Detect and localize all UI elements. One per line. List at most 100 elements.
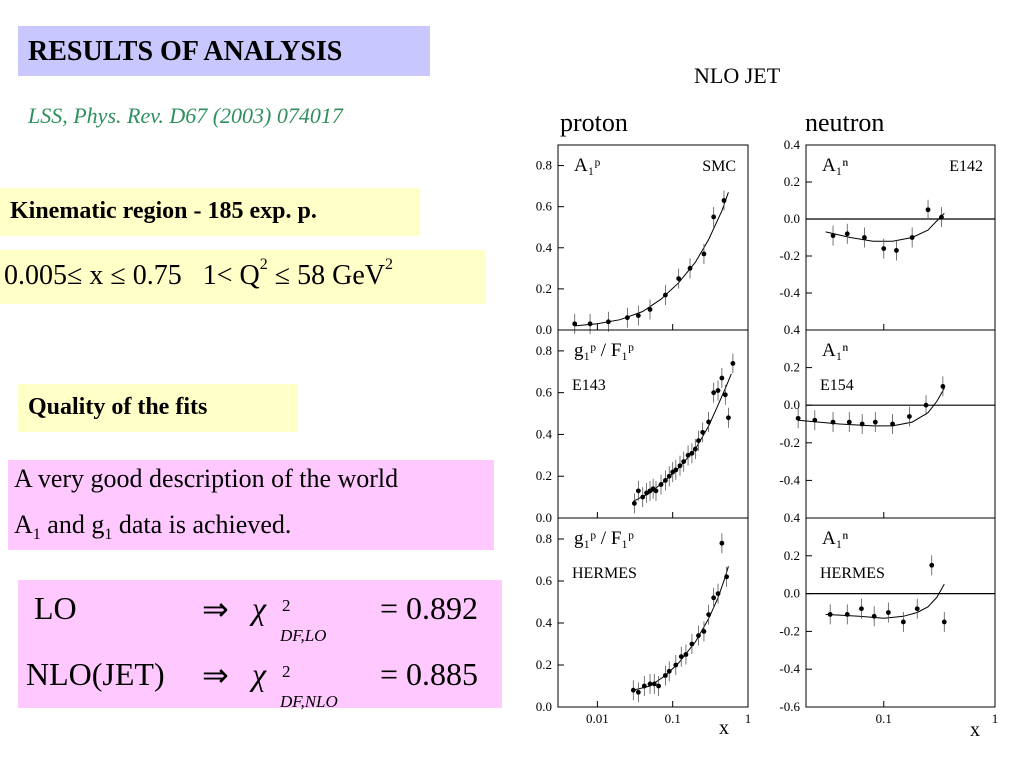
proton-2-data-point (692, 446, 698, 452)
neutron-3-data-point (871, 613, 877, 619)
proton-1-ytick-label: 0.2 (536, 281, 552, 296)
proton-3-data-point (630, 687, 636, 693)
description-box (8, 460, 494, 550)
figure-header: NLO JET (694, 63, 781, 88)
proton-1-data-point (701, 251, 707, 257)
chi-sup: 2 (282, 662, 291, 681)
proton-2-data-point (653, 488, 659, 494)
x-axis-label: x (719, 717, 729, 739)
a1-subscript: 1 (32, 526, 41, 544)
neutron-3-ytick-label: -0.6 (779, 699, 800, 714)
neutron-3-experiment: HERMES (820, 565, 885, 582)
g1-subscript: 1 (104, 526, 113, 544)
proton-2-ytick-label: 0.8 (536, 343, 552, 358)
proton-3-frame (557, 517, 749, 708)
neutron-3-ytick-label: 0.4 (784, 510, 801, 525)
neutron-1-experiment: E142 (949, 158, 983, 175)
chi-nlo-sup: 2 (282, 648, 291, 685)
fit-lo-label: LO (34, 590, 77, 626)
neutron-1-ytick-label: 0.0 (784, 211, 800, 226)
neutron-2-data-point (846, 419, 852, 425)
proton-2-data-point (681, 459, 687, 464)
chi-symbol: χ (252, 656, 267, 692)
proton-1-data-point (662, 292, 668, 298)
proton-1-fit-curve (574, 192, 729, 327)
neutron-1-data-point (862, 235, 867, 240)
neutron-2-fit-curve (798, 388, 945, 427)
proton-1-data-point (721, 198, 727, 203)
proton-3-data-point (651, 681, 657, 687)
proton-3-ytick-label: 0.8 (536, 531, 552, 546)
neutron-2-data-point (830, 419, 836, 425)
proton-2-data-point (715, 388, 721, 393)
chi-sup: 2 (282, 596, 291, 615)
proton-2-label: g₁ᵖ / F₁ᵖ (574, 340, 634, 361)
fit-results-box (18, 580, 502, 708)
chi-symbol: χ (252, 590, 267, 626)
proton-3-data-point (678, 654, 684, 659)
proton-1-data-point (647, 307, 653, 312)
proton-3-label: g₁ᵖ / F₁ᵖ (574, 528, 634, 549)
proton-3-data-point (696, 633, 701, 638)
proton-2-data-point (631, 500, 637, 506)
proton-2-data-point (635, 488, 641, 494)
implies-lo: ⇒ (202, 591, 229, 627)
neutron-2-ytick-label: 0.2 (784, 360, 800, 375)
proton-1-data-point (572, 321, 578, 327)
proton-2-ytick-label: 0.6 (536, 385, 553, 400)
neutron-3-ytick-label: 0.2 (784, 548, 800, 563)
neutron-3-xtick-label: 0.1 (876, 711, 892, 726)
proton-3-data-point (711, 595, 717, 601)
proton-3-ytick-label: 0.2 (536, 657, 552, 672)
neutron-3-data-point (844, 611, 850, 617)
proton-2-data-point (719, 375, 725, 381)
neutron-3-data-point (859, 606, 864, 612)
proton-1-label: A₁ᵖ (574, 155, 600, 176)
neutron-2-data-point (906, 414, 912, 419)
proton-1-ytick-label: 0.8 (536, 158, 552, 173)
neutron-3-fit-curve (825, 583, 945, 619)
chi-sub: DF,LO (280, 626, 327, 645)
neutron-2-ytick-label: 0.4 (784, 322, 801, 337)
proton-3-data-point (662, 673, 668, 678)
description-end: data is achieved. (112, 510, 292, 539)
reference-text: LSS, Phys. Rev. D67 (2003) 074017 (28, 103, 343, 128)
neutron-1-data-point (894, 248, 899, 253)
proton-3-data-point (701, 629, 707, 634)
proton-3-xtick-label: 0.01 (586, 711, 609, 726)
neutron-3-frame (805, 517, 996, 708)
neutron-3-data-point (914, 606, 920, 612)
proton-3-data-point (641, 683, 647, 689)
proton-2-ytick-label: 0.4 (536, 426, 553, 441)
chi-nlo-sub: DF,NLO (280, 678, 338, 715)
proton-3-data-point (706, 612, 712, 617)
neutron-1-data-point (939, 214, 944, 220)
neutron-1-data-point (881, 246, 887, 252)
quality-box (18, 384, 298, 432)
title-box (18, 26, 430, 76)
proton-3-experiment: HERMES (572, 565, 637, 582)
neutron-1-ytick-label: -0.4 (779, 285, 800, 300)
neutron-1-label: A₁ⁿ (822, 155, 848, 176)
neutron-3-data-point (900, 619, 906, 625)
proton-2-data-point (711, 390, 717, 396)
proton-2-experiment: E143 (572, 377, 606, 394)
proton-3-data-point (715, 591, 721, 596)
proton-3-data-point (683, 652, 689, 657)
proton-2-data-point (706, 419, 712, 425)
description-line-2: A1 and g1 data is achieved. (14, 510, 291, 544)
proton-2-data-point (722, 392, 728, 398)
fit-lo-row: LO (34, 590, 77, 627)
neutron-3-ytick-label: 0.0 (784, 586, 800, 601)
proton-3-ytick-label: 0.0 (536, 699, 552, 714)
implies-nlo: ⇒ (202, 657, 229, 693)
neutron-2-data-point (890, 421, 895, 427)
proton-1-data-point (624, 315, 630, 321)
neutron-3-data-point (941, 619, 947, 625)
kinematic-region-text: Kinematic region - 185 exp. p. (10, 198, 317, 224)
proton-2-data-point (696, 438, 701, 444)
neutron-3-ytick-label: -0.4 (779, 661, 800, 676)
kinematic-range: 0.005≤ x ≤ 0.75 1< Q2 ≤ 58 GeV2 (4, 256, 393, 292)
proton-1-data-point (687, 265, 693, 271)
